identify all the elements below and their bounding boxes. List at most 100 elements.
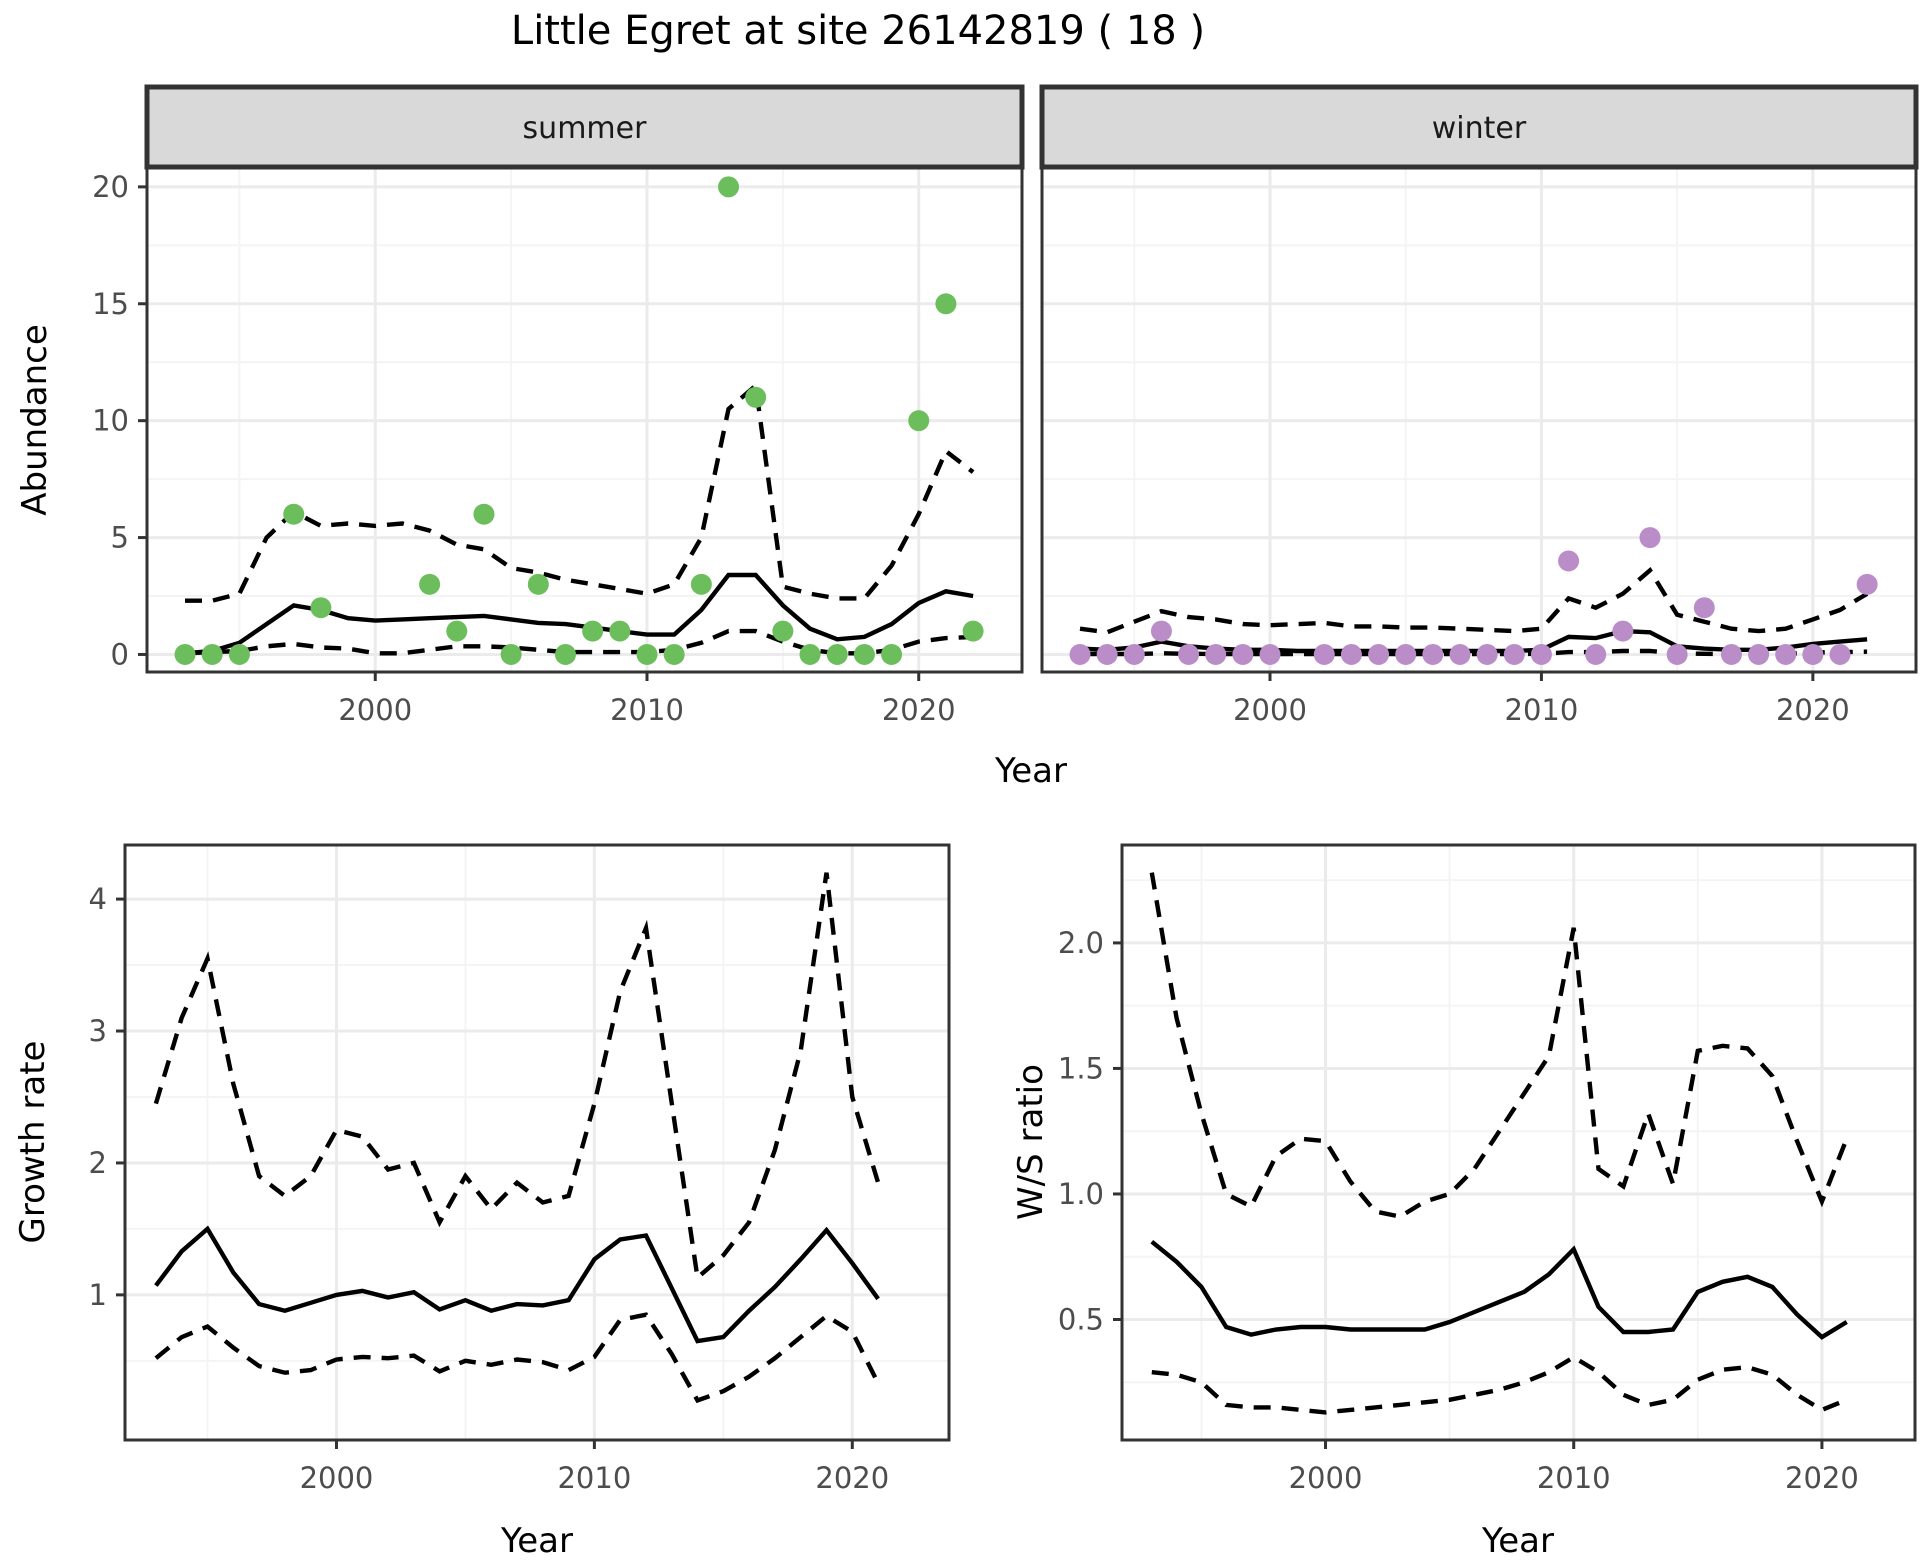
abundance-summer-point [473, 503, 495, 525]
abundance-winter-point [1340, 643, 1362, 665]
x-tick-label: 2020 [882, 693, 956, 727]
abundance-winter-point [1069, 643, 1091, 665]
chart-title: Little Egret at site 26142819 ( 18 ) [510, 8, 1206, 54]
abundance-winter-point [1775, 643, 1797, 665]
abundance-winter-point [1178, 643, 1200, 665]
ws-ratio-median-line [1150, 1239, 1848, 1340]
abundance-winter-point [1856, 573, 1878, 595]
abundance-winter-strip [1039, 84, 1919, 170]
abundance-winter-point [1368, 643, 1390, 665]
abundance-summer-point [962, 620, 984, 642]
abundance-winter-point [1503, 643, 1525, 665]
growth-rate-border [123, 843, 951, 1442]
facet-strip-label: winter [1432, 111, 1527, 146]
abundance-summer-point [310, 597, 332, 619]
abundance-summer-point [283, 503, 305, 525]
x-tick-label: 2000 [300, 1461, 374, 1495]
y-tick-label: 15 [92, 287, 129, 321]
x-tick-label: 2010 [610, 693, 684, 727]
growth-rate-x-axis-title: Year [500, 1521, 573, 1560]
abundance-summer-lower-ci-line [184, 628, 974, 656]
y-tick-label: 1.5 [1058, 1051, 1104, 1085]
y-tick-label: 1.0 [1058, 1177, 1104, 1211]
abundance-summer-point [718, 176, 740, 198]
abundance-winter-point [1666, 643, 1688, 665]
abundance-winter-point [1802, 643, 1824, 665]
abundance-winter-point [1449, 643, 1471, 665]
abundance-summer-point [853, 643, 875, 665]
abundance-summer-point [554, 643, 576, 665]
y-tick-label: 4 [89, 882, 107, 916]
x-tick-label: 2010 [1505, 693, 1579, 727]
abundance-winter-point [1639, 527, 1661, 549]
x-tick-label: 2020 [815, 1461, 889, 1495]
y-tick-label: 20 [92, 170, 129, 204]
abundance-winter-point [1259, 643, 1281, 665]
abundance-summer-point [500, 643, 522, 665]
abundance-summer-point [772, 620, 794, 642]
abundance-winter-point [1123, 643, 1145, 665]
abundance-summer-point [609, 620, 631, 642]
y-tick-label: 10 [92, 404, 129, 438]
y-tick-label: 1 [89, 1278, 107, 1312]
abundance-summer-point [826, 643, 848, 665]
x-tick-label: 2020 [1785, 1461, 1859, 1495]
abundance-winter-point [1395, 643, 1417, 665]
abundance-summer-upper-ci-line [185, 381, 975, 603]
abundance-summer-point [881, 643, 903, 665]
abundance-summer-point [636, 643, 658, 665]
y-tick-label: 3 [89, 1014, 107, 1048]
abundance-winter-point [1558, 550, 1580, 572]
ws-ratio-y-axis-title: W/S ratio [1011, 1064, 1051, 1220]
abundance-summer-point [419, 573, 441, 595]
abundance-x-axis-title: Year [994, 751, 1067, 791]
abundance-winter-point [1476, 643, 1498, 665]
y-tick-label: 2.0 [1058, 926, 1104, 960]
abundance-winter-point [1205, 643, 1227, 665]
abundance-winter-point [1748, 643, 1770, 665]
abundance-winter-point [1232, 643, 1254, 665]
growth-rate-y-axis-title: Growth rate [13, 1041, 53, 1244]
abundance-summer-point [174, 643, 196, 665]
facet-strip-label: summer [523, 111, 648, 146]
x-tick-label: 2000 [338, 693, 412, 727]
abundance-summer-point [663, 643, 685, 665]
growth-rate-lower-ci-line [154, 1312, 881, 1404]
abundance-winter-point [1150, 620, 1172, 642]
abundance-summer-strip [144, 84, 1025, 170]
abundance-winter-upper-ci-line [1079, 566, 1869, 635]
x-tick-label: 2010 [557, 1461, 631, 1495]
abundance-summer-point [582, 620, 604, 642]
x-tick-label: 2020 [1776, 693, 1850, 727]
ws-ratio-lower-ci-line [1151, 1354, 1848, 1415]
y-tick-label: 2 [89, 1146, 107, 1180]
ws-ratio-x-axis-title: Year [1481, 1521, 1554, 1560]
growth-rate-panel-bg [125, 845, 949, 1440]
ws-ratio-border [1120, 843, 1917, 1442]
growth-rate-median-line [154, 1225, 880, 1344]
abundance-winter-point [1422, 643, 1444, 665]
abundance-summer-point [745, 386, 767, 408]
abundance-winter-point [1313, 643, 1335, 665]
abundance-summer-point [690, 573, 712, 595]
abundance-winter-point [1585, 643, 1607, 665]
y-tick-label: 5 [111, 521, 129, 555]
abundance-winter-point [1612, 620, 1634, 642]
abundance-winter-point [1530, 643, 1552, 665]
abundance-summer-point [799, 643, 821, 665]
x-tick-label: 2000 [1289, 1461, 1363, 1495]
abundance-winter-point [1720, 643, 1742, 665]
abundance-summer-point [908, 410, 930, 432]
abundance-winter-point [1096, 643, 1118, 665]
abundance-y-axis-title: Abundance [15, 324, 55, 516]
abundance-winter-point [1693, 597, 1715, 619]
y-tick-label: 0 [111, 637, 129, 671]
y-tick-label: 0.5 [1058, 1302, 1104, 1336]
abundance-winter-point [1829, 643, 1851, 665]
abundance-summer-point [446, 620, 468, 642]
x-tick-label: 2000 [1233, 693, 1307, 727]
abundance-summer-point [201, 643, 223, 665]
ws-ratio-upper-ci-line [1149, 872, 1849, 1219]
